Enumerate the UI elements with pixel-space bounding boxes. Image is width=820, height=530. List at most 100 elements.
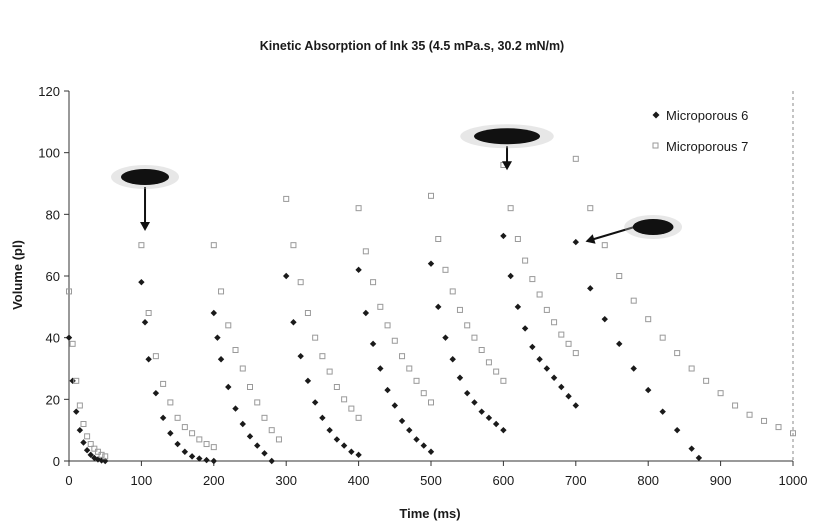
data-point [355,205,362,212]
data-point [478,347,485,353]
data-point [645,386,652,394]
data-point [312,334,319,341]
data-point [398,417,406,425]
data-point [218,288,225,295]
y-tick-label: 60 [46,269,60,284]
data-point [290,242,297,249]
data-point [254,442,261,449]
x-tick-label: 800 [637,473,659,488]
plot-area [65,155,796,465]
data-point [138,242,145,249]
annotation-droplet [474,128,541,145]
data-point [283,272,290,280]
data-point [435,236,442,242]
data-point [384,322,391,329]
data-point [493,368,500,375]
data-point [217,356,225,363]
annotation-arrow-head [585,234,596,244]
data-point [261,414,268,421]
data-point [543,365,551,372]
data-point [732,402,739,409]
series-1 [66,155,796,460]
data-point [529,276,536,283]
data-point [507,272,514,280]
data-point [167,430,174,437]
data-point [674,350,681,357]
data-point [500,232,507,240]
data-point [601,242,608,249]
data-point [601,315,608,323]
data-point [247,384,253,390]
data-point [572,238,579,246]
data-point [141,319,149,326]
data-point [399,353,406,360]
data-point [189,430,196,437]
data-point [210,457,217,465]
data-point [275,436,282,443]
data-point [355,414,362,421]
data-point [66,288,72,295]
y-tick-label: 40 [46,331,60,346]
data-point [225,383,232,391]
x-tick-label: 200 [203,473,225,488]
data-point [514,303,522,311]
x-axis-label: Time (ms) [399,506,460,521]
data-point [181,424,188,431]
data-point [688,445,695,452]
data-point [471,334,478,341]
data-point [76,426,84,434]
data-point [174,414,181,421]
data-point [239,365,246,372]
data-point [492,420,500,428]
data-point [152,353,159,360]
data-point [268,457,275,465]
legend-label-microporous-6: Microporous 6 [666,108,748,123]
data-point [210,242,217,249]
data-point [214,334,221,341]
data-point [232,405,239,412]
data-point [181,448,189,455]
y-tick-label: 100 [38,146,60,161]
data-point [326,368,333,375]
data-point [73,408,80,415]
data-point [536,291,543,298]
data-point [362,309,370,317]
legend-marker-microporous-6 [652,111,660,119]
data-point [442,334,449,341]
data-point [500,377,507,384]
data-point [196,436,203,443]
data-point [203,441,210,448]
data-point [319,414,326,422]
y-tick-label: 80 [46,207,60,222]
data-point [616,273,623,279]
y-tick-label: 120 [38,84,60,99]
data-point [319,353,326,360]
data-point [449,356,456,363]
y-tick-label: 0 [53,454,60,469]
x-tick-label: 400 [348,473,370,488]
x-tick-label: 900 [710,473,732,488]
data-point [355,266,362,274]
data-point [145,356,152,363]
data-point [406,365,413,372]
data-point [551,319,558,326]
data-point [80,421,87,427]
annotation-arrow-head [140,222,151,231]
data-point [391,337,398,344]
data-point [355,451,362,459]
data-point [102,453,109,460]
data-point [290,319,297,326]
data-point [391,402,398,409]
data-point [297,279,304,286]
data-point [442,266,449,273]
data-point [659,408,666,415]
data-point [160,380,167,387]
annotation-droplet [632,219,674,235]
data-point [456,306,463,313]
data-point [76,402,83,409]
data-point [478,408,485,415]
data-point [790,430,796,437]
data-point [145,310,152,316]
data-point [529,343,536,351]
data-point [304,310,311,316]
